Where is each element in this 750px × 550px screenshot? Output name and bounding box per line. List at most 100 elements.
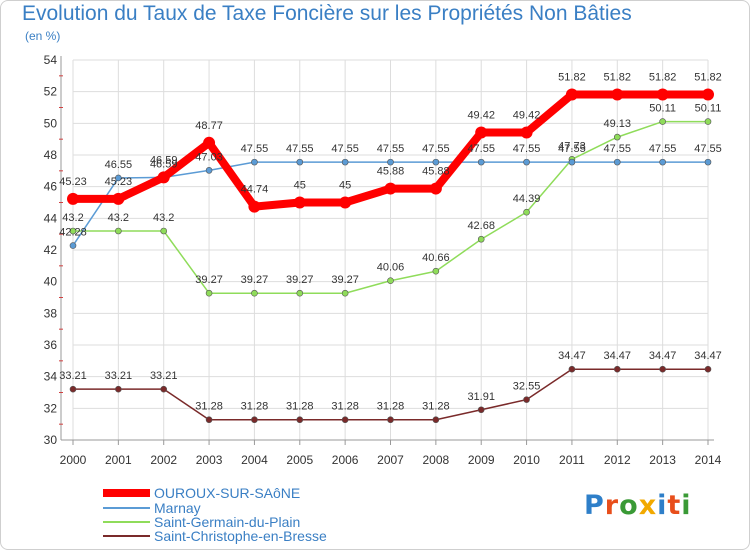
x-tick-label: 2012 [604,453,631,467]
data-label: 47.55 [604,143,632,155]
series-point-2 [251,289,258,297]
logo-letter: t [667,490,682,521]
series-point-1 [432,158,440,166]
data-label: 45.23 [59,176,87,188]
series-point-3 [432,416,440,424]
x-tick-label: 2001 [105,453,132,467]
data-label: 45 [294,180,306,192]
x-tick-label: 2000 [60,453,87,467]
logo-letter: P [584,490,605,521]
series-point-1 [477,158,485,166]
series-point-1 [205,167,213,174]
y-tick-label: 32 [44,401,58,415]
x-tick-label: 2005 [286,453,313,467]
data-label: 51.82 [558,72,586,84]
series-point-2 [341,289,349,297]
series-point-0 [384,182,397,195]
data-label: 47.55 [422,143,450,155]
series-point-2 [477,235,485,243]
series-point-1 [704,158,712,166]
data-label: 44.39 [513,193,541,205]
proxiti-logo: Proxiti [584,490,692,521]
series-point-3 [160,385,168,393]
logo-letter: o [619,490,639,521]
x-tick-label: 2004 [241,453,268,467]
series-point-1 [115,174,122,182]
x-tick-label: 2013 [649,453,676,467]
series-point-0 [293,196,306,209]
series-point-3 [387,416,394,424]
series-point-3 [704,365,712,373]
data-label: 49.13 [604,118,632,130]
data-label: 39.27 [331,274,359,286]
series-point-3 [296,416,304,424]
data-label: 47.03 [195,151,223,163]
data-label: 50.11 [695,103,722,115]
y-tick-label: 30 [44,433,58,447]
x-tick-label: 2011 [559,453,585,467]
series-point-1 [296,158,304,166]
data-label: 47.55 [467,143,495,155]
data-label: 44.74 [241,184,269,196]
series-point-0 [520,126,533,139]
series-point-2 [296,289,304,297]
data-label: 47.55 [286,143,314,155]
y-tick-label: 48 [44,148,58,162]
x-tick-label: 2003 [196,453,223,467]
legend: OUROUX-SUR-SAôNEMarnaySaint-Germain-du-P… [103,485,327,544]
series-point-0 [565,88,578,101]
data-label: 47.55 [241,143,269,155]
series-point-1 [613,158,621,166]
data-label: 43.2 [108,212,129,224]
legend-label: Saint-Germain-du-Plain [154,514,300,530]
data-label: 40.66 [422,252,450,264]
series-point-1 [341,158,349,166]
y-tick-label: 46 [44,180,58,194]
series-point-0 [203,136,216,149]
series-point-2 [704,118,712,125]
series-point-2 [115,227,122,235]
series-point-2 [205,289,213,297]
data-label: 50.11 [649,103,676,115]
data-label: 43.2 [153,212,174,224]
logo-letter: x [638,490,658,521]
series-point-0 [157,171,170,184]
series-point-3 [523,396,530,403]
data-label: 31.28 [241,401,269,413]
data-label: 31.91 [467,391,495,403]
x-tick-label: 2002 [150,453,177,467]
data-label: 51.82 [604,72,632,84]
logo-letter: r [604,490,620,521]
data-label: 33.21 [59,370,87,382]
series-point-0 [475,126,488,139]
data-label: 39.27 [241,274,269,286]
data-label: 31.28 [286,401,314,413]
data-label: 47.55 [694,143,722,155]
data-label: 34.47 [649,350,677,362]
series-point-0 [611,88,624,101]
data-label: 46.59 [150,154,178,166]
series-point-3 [477,406,485,414]
logo-letter: i [657,490,668,521]
data-labels: 45.23 45.23 46.59 48.77 44.74 45 45 45.88 45.88 4… [59,72,722,413]
grid [72,59,709,441]
series-point-1 [69,242,77,249]
series-point-3 [341,416,349,424]
y-tick-label: 44 [44,211,58,225]
x-tick-label: 2014 [695,453,722,467]
series-point-1 [659,158,666,166]
chart-title: Evolution du Taux de Taxe Foncière sur l… [22,2,632,25]
y-tick-label: 34 [44,370,58,384]
series-point-3 [568,365,576,373]
data-label: 47.55 [377,143,405,155]
chart-unit: (en %) [25,29,61,43]
data-label: 39.27 [286,274,314,286]
series-point-2 [613,133,621,141]
series-point-2 [160,227,168,235]
data-label: 34.47 [604,350,632,362]
axes: 30 32 34 36 38 40 42 44 46 48 50 52 54 2000 2001 2002 20… [44,53,722,467]
y-tick-label: 38 [44,306,58,320]
data-label: 49.42 [513,110,541,122]
series-point-0 [67,192,79,205]
